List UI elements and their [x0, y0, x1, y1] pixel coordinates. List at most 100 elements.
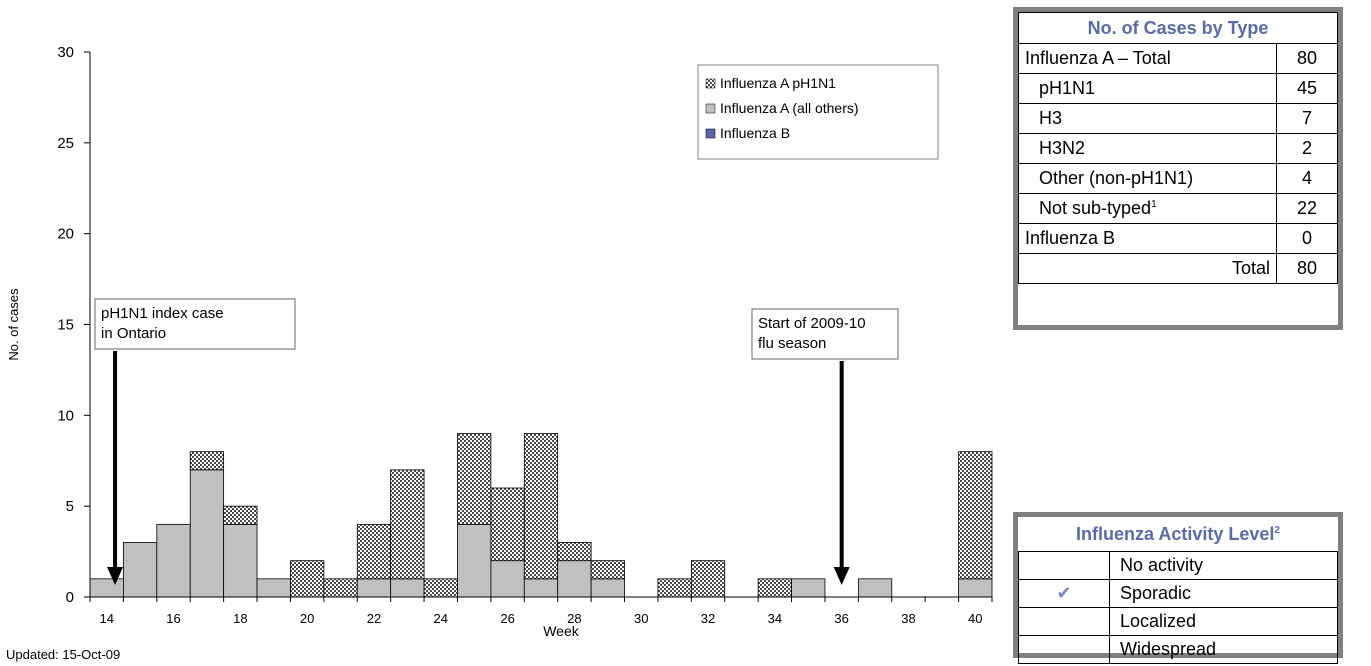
x-tick-label: 34	[768, 611, 782, 626]
table-row: Influenza A – Total 80	[1018, 43, 1338, 74]
x-tick-label: 16	[166, 611, 180, 626]
level-label: Sporadic	[1109, 579, 1338, 608]
table-row: Other (non-pH1N1) 4	[1018, 163, 1338, 194]
y-axis-label: No. of cases	[6, 288, 21, 361]
row-value: 80	[1276, 253, 1338, 284]
bar-segment	[356, 523, 392, 580]
row-value: 7	[1276, 103, 1338, 134]
y-tick-label: 0	[66, 589, 74, 606]
x-tick-label: 22	[367, 611, 381, 626]
x-tick-label: 38	[901, 611, 915, 626]
annotation-box	[94, 298, 296, 350]
row-value: 0	[1276, 223, 1338, 254]
annotation-arrow-head	[833, 567, 850, 585]
y-tick-label: 10	[57, 407, 74, 424]
bar-segment	[791, 578, 826, 598]
annotation-text: pH1N1 index case	[101, 305, 224, 322]
bar-segment	[857, 578, 893, 598]
bar-segment	[256, 578, 291, 598]
bar-segment	[690, 560, 726, 598]
x-axis-label: Week	[543, 623, 580, 639]
checkmark-icon: ✔	[1018, 579, 1110, 608]
x-tick-label: 26	[500, 611, 514, 626]
x-tick-label: 18	[233, 611, 247, 626]
x-tick-label: 24	[434, 611, 448, 626]
table-row: pH1N1 45	[1018, 73, 1338, 104]
table-row: H3N2 2	[1018, 133, 1338, 164]
x-tick-label: 40	[968, 611, 982, 626]
table-row: Widespread	[1018, 635, 1338, 664]
bar-segment	[657, 578, 692, 598]
bar-segment	[590, 560, 625, 580]
check-cell	[1018, 551, 1110, 580]
table-row: Localized	[1018, 607, 1338, 636]
bar-segment	[223, 505, 258, 525]
bar-segment	[223, 523, 258, 598]
row-value: 45	[1276, 73, 1338, 104]
bar-segment	[290, 560, 325, 598]
bar-segment	[958, 578, 993, 598]
updated-label: Updated: 15-Oct-09	[6, 647, 121, 662]
legend-label: Influenza A (all others)	[720, 100, 859, 116]
bar-segment	[490, 487, 525, 562]
check-cell	[1018, 635, 1110, 664]
footnote-marker: 2	[1274, 524, 1280, 536]
bar-segment	[757, 578, 792, 598]
legend-label: Influenza A pH1N1	[720, 75, 836, 91]
level-label: Widespread	[1109, 635, 1338, 664]
row-label-cell: Not sub-typed1	[1018, 193, 1277, 224]
cases-table-title: No. of Cases by Type	[1018, 12, 1338, 44]
bar-segment	[123, 542, 158, 598]
row-value: 4	[1276, 163, 1338, 194]
table-row: ✔ Sporadic	[1018, 579, 1338, 608]
bar-segment	[557, 542, 592, 562]
y-tick-label: 15	[57, 317, 74, 334]
annotation-arrow-head	[107, 567, 124, 585]
bar-segment	[590, 578, 625, 598]
y-tick-label: 20	[57, 226, 74, 243]
bar-segment	[490, 560, 525, 598]
bar-segment	[557, 560, 592, 598]
bar-segment	[390, 578, 425, 598]
cases-by-type-table: No. of Cases by Type Influenza A – Total…	[1013, 7, 1343, 330]
bar-segment	[390, 469, 425, 580]
level-label: Localized	[1109, 607, 1338, 636]
x-tick-label: 20	[300, 611, 314, 626]
activity-table-title: Influenza Activity Level	[1076, 523, 1275, 544]
bar-segment	[156, 523, 191, 598]
row-label: Total	[1018, 253, 1277, 284]
x-tick-label: 14	[99, 611, 113, 626]
bar-segment	[189, 469, 225, 598]
table-row: Not sub-typed1 22	[1018, 193, 1338, 224]
row-label: Not sub-typed	[1039, 198, 1152, 218]
row-label: Influenza A – Total	[1018, 43, 1277, 74]
table-row: No activity	[1018, 551, 1338, 580]
row-value: 80	[1276, 43, 1338, 74]
level-label: No activity	[1109, 551, 1338, 580]
legend-swatch	[705, 103, 716, 114]
table-row: H3 7	[1018, 103, 1338, 134]
bar-segment	[523, 433, 559, 580]
bar-segment	[457, 433, 492, 525]
bar-segment	[423, 578, 458, 598]
row-value: 22	[1276, 193, 1338, 224]
legend-swatch	[705, 128, 716, 139]
footnote-marker: 1	[1151, 199, 1157, 210]
row-label: Other (non-pH1N1)	[1018, 163, 1277, 194]
y-tick-label: 5	[66, 498, 74, 515]
activity-level-table: Influenza Activity Level2 No activity ✔ S…	[1013, 512, 1343, 664]
bar-segment	[457, 523, 492, 598]
row-label: H3N2	[1018, 133, 1277, 164]
bar-segment	[323, 578, 358, 598]
row-label: Influenza B	[1018, 223, 1277, 254]
cases-chart: 0 5 10 15 20 25 30 14 16 18 20 22 24 26 28 30 32 34 36 38 40…	[6, 44, 993, 639]
y-tick-label: 30	[57, 44, 74, 61]
check-cell	[1018, 607, 1110, 636]
row-label: H3	[1018, 103, 1277, 134]
row-value: 2	[1276, 133, 1338, 164]
x-tick-label: 36	[834, 611, 848, 626]
annotation-text: in Ontario	[101, 325, 166, 342]
x-tick-label: 32	[701, 611, 715, 626]
legend-label: Influenza B	[720, 125, 790, 141]
